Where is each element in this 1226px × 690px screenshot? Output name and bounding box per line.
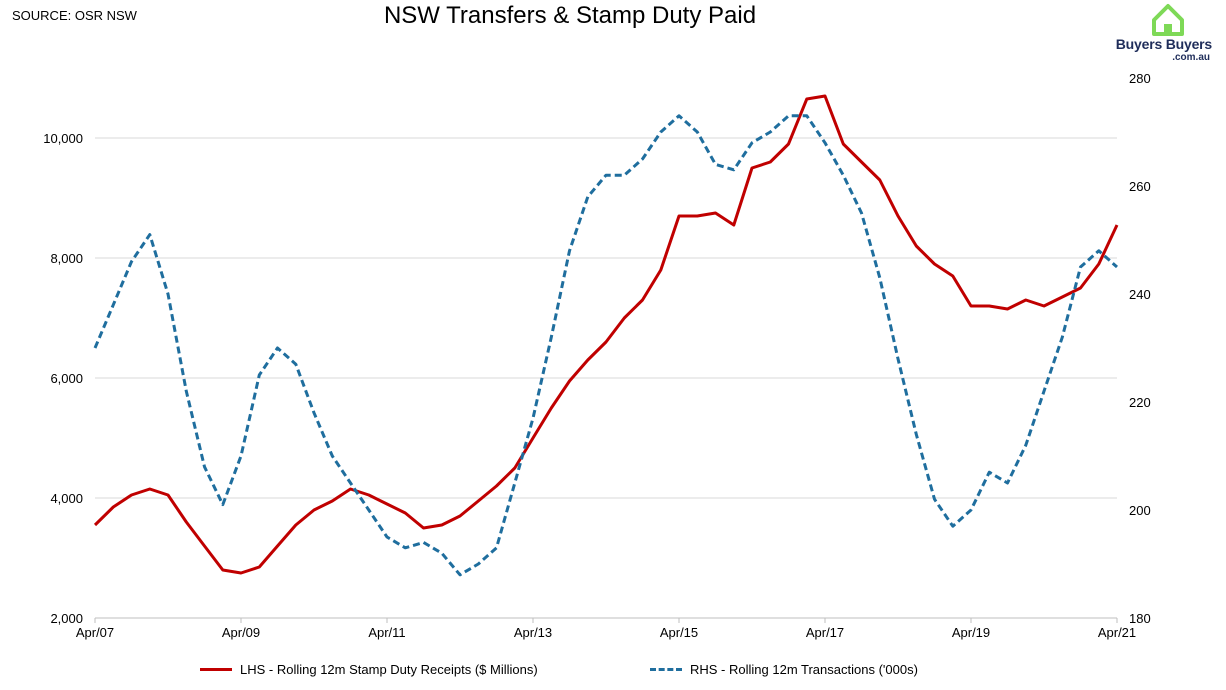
legend-item-stamp-duty: LHS - Rolling 12m Stamp Duty Receipts ($… xyxy=(200,662,538,677)
x-tick-label: Apr/21 xyxy=(1098,625,1136,640)
y-right-tick-label: 240 xyxy=(1129,287,1151,302)
source-note: SOURCE: OSR NSW xyxy=(12,8,137,23)
x-tick-label: Apr/17 xyxy=(806,625,844,640)
x-tick-label: Apr/19 xyxy=(952,625,990,640)
legend-swatch-dashed xyxy=(650,668,682,671)
logo-name: Buyers Buyers xyxy=(1115,36,1212,52)
y-right-tick-label: 260 xyxy=(1129,179,1151,194)
legend-item-transactions: RHS - Rolling 12m Transactions ('000s) xyxy=(650,662,918,677)
y-right-tick-label: 200 xyxy=(1129,503,1151,518)
x-tick-label: Apr/13 xyxy=(514,625,552,640)
y-right-tick-label: 220 xyxy=(1129,395,1151,410)
house-logo-icon xyxy=(1152,4,1184,36)
y-left-tick-label: 10,000 xyxy=(43,131,83,146)
logo-domain: .com.au xyxy=(1172,52,1210,63)
y-left-tick-label: 2,000 xyxy=(50,611,83,626)
x-tick-label: Apr/07 xyxy=(76,625,114,640)
chart-title: NSW Transfers & Stamp Duty Paid xyxy=(383,2,757,29)
legend-swatch-solid xyxy=(200,668,232,671)
x-tick-label: Apr/15 xyxy=(660,625,698,640)
legend-label: LHS - Rolling 12m Stamp Duty Receipts ($… xyxy=(240,662,538,677)
series-line-stamp-duty xyxy=(93,94,1119,575)
series-line-transactions xyxy=(93,114,1118,577)
x-tick-label: Apr/09 xyxy=(222,625,260,640)
y-right-tick-label: 180 xyxy=(1129,611,1151,626)
x-tick-label: Apr/11 xyxy=(368,625,405,640)
y-right-tick-label: 280 xyxy=(1129,71,1151,86)
legend-label: RHS - Rolling 12m Transactions ('000s) xyxy=(690,662,918,677)
y-left-tick-label: 8,000 xyxy=(50,251,83,266)
y-left-tick-label: 4,000 xyxy=(50,491,83,506)
y-left-tick-label: 6,000 xyxy=(50,371,83,386)
brand-logo: Buyers Buyers .com.au xyxy=(1082,0,1212,66)
